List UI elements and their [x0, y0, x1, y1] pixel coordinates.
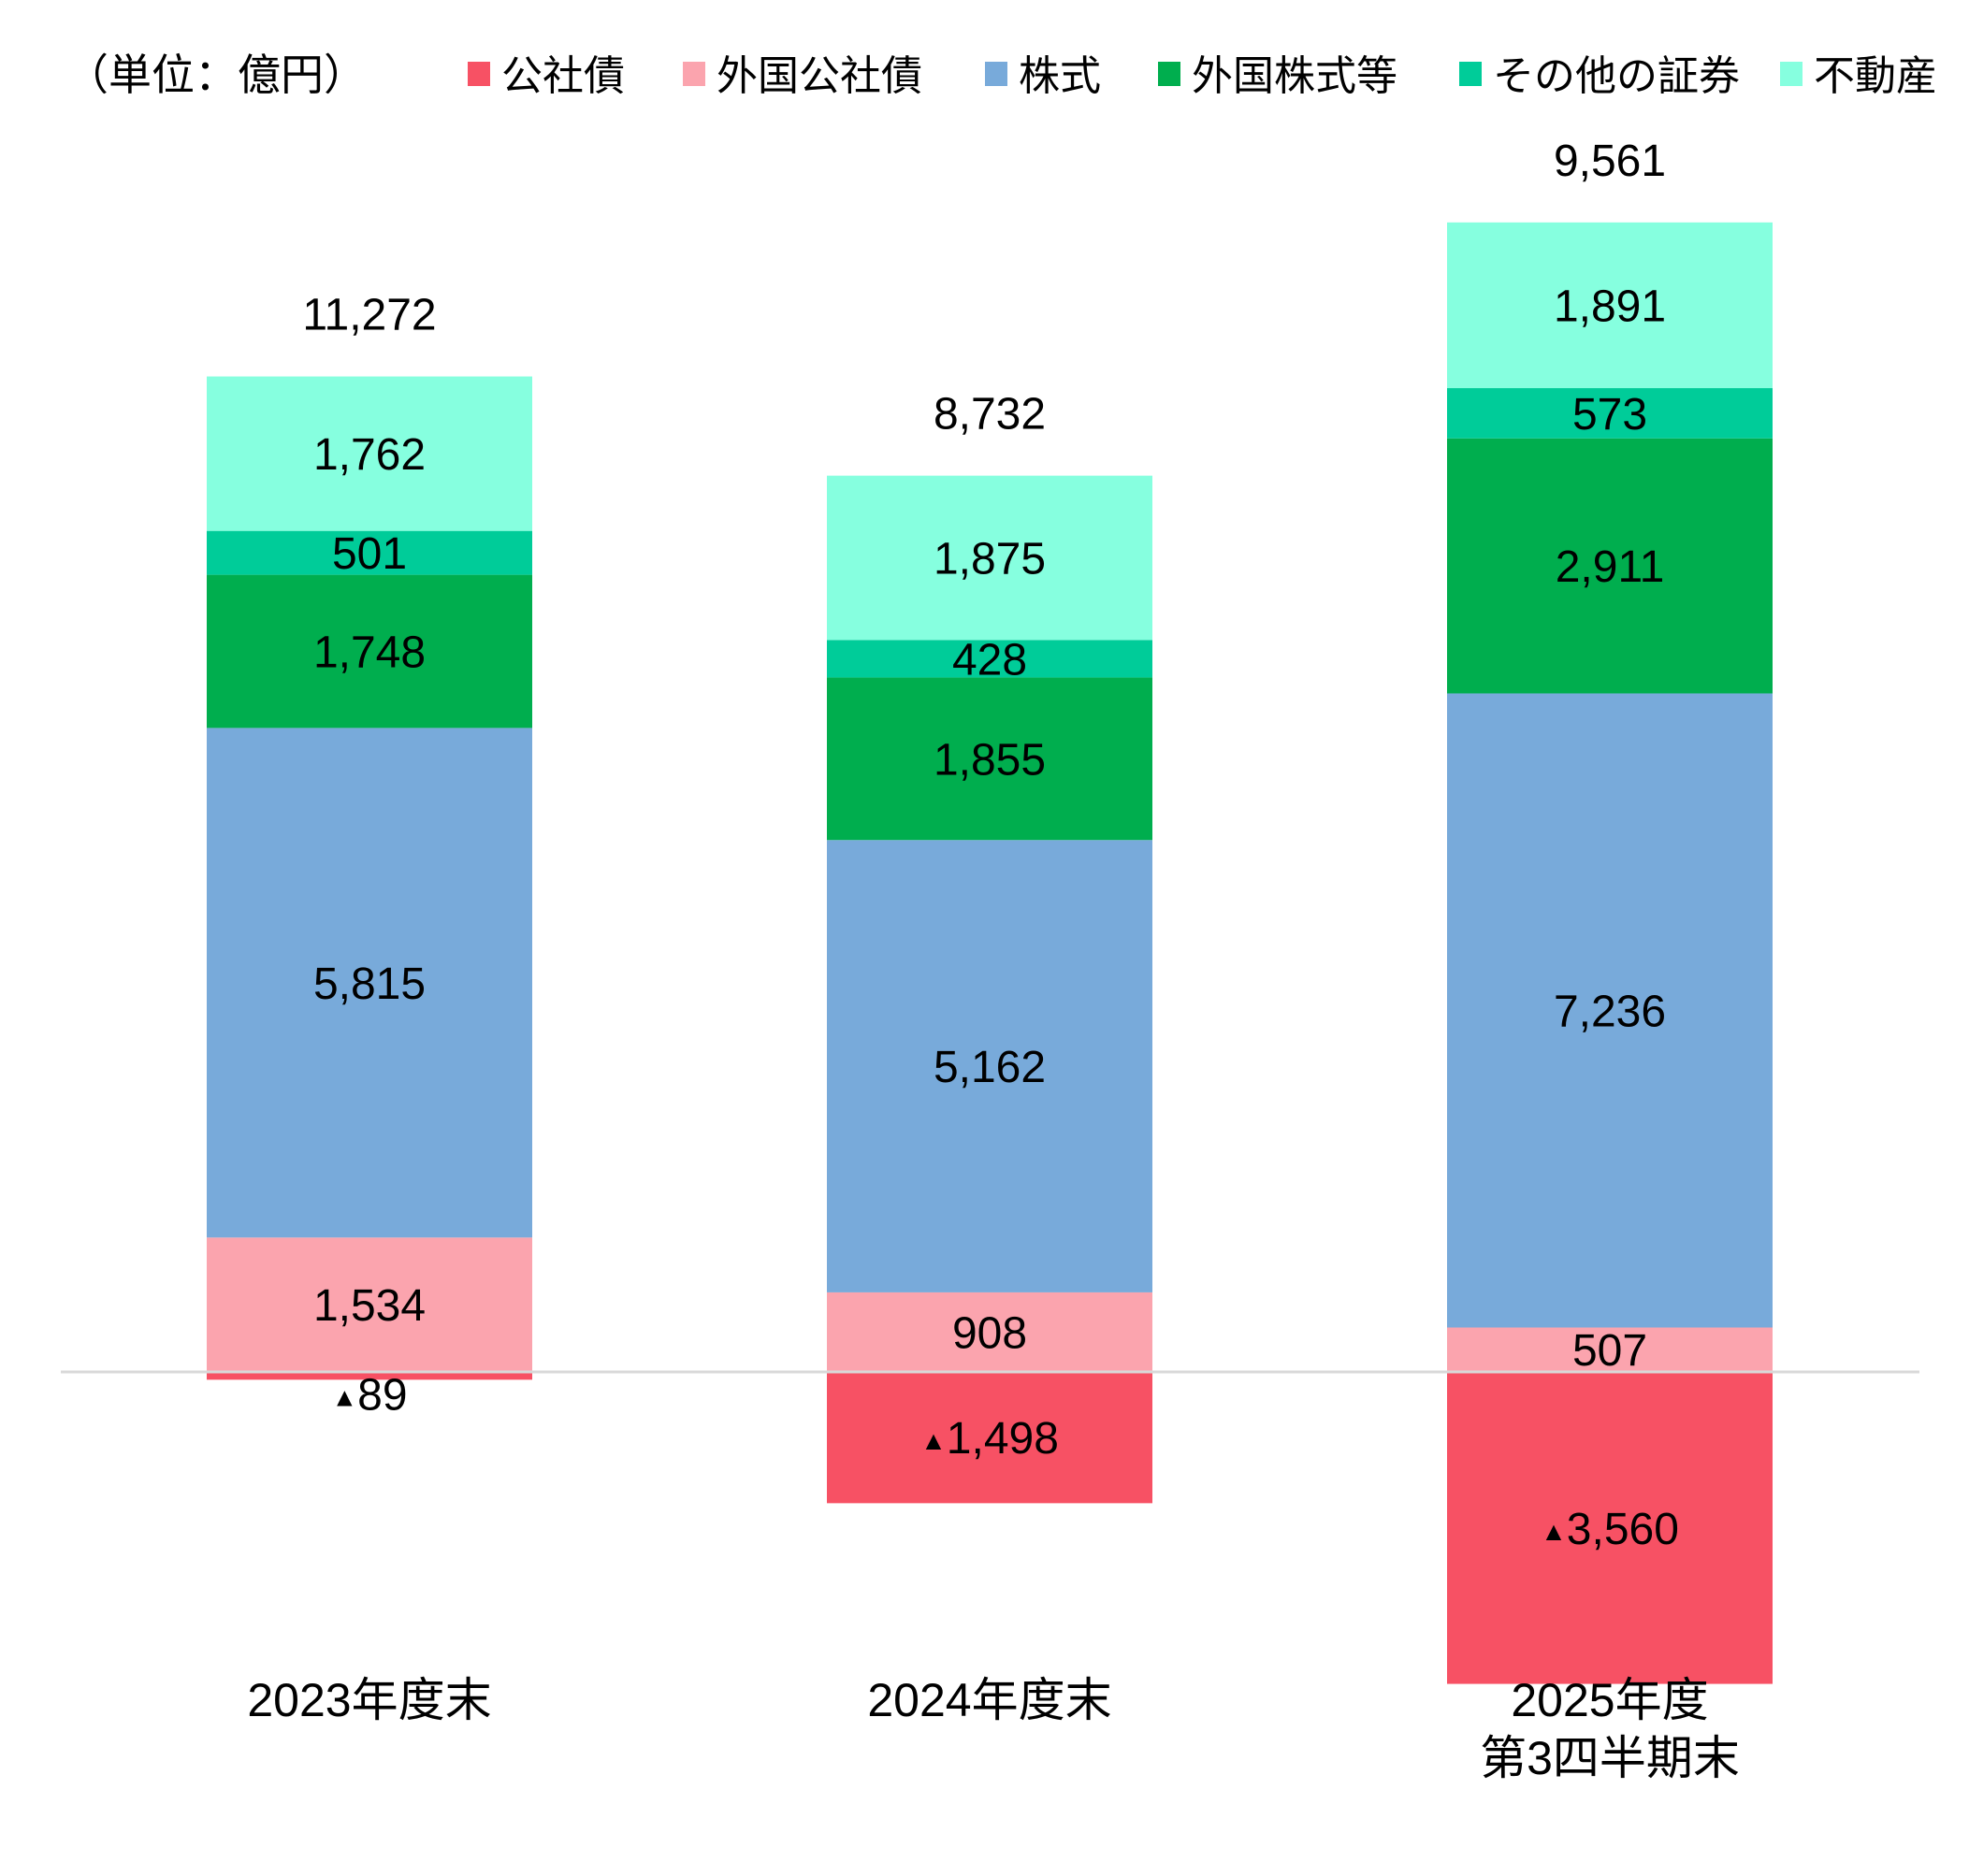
data-label: ▲89	[331, 1370, 407, 1420]
legend-item: その他の証券	[1459, 53, 1740, 99]
legend-item: 公社債	[468, 53, 625, 99]
category-label: 2025年度	[1511, 1674, 1708, 1726]
bar-segment	[207, 530, 532, 575]
bar-segment	[1447, 438, 1773, 694]
bar-segment	[1447, 222, 1773, 389]
data-label: 428	[952, 635, 1027, 685]
data-label: 507	[1572, 1326, 1647, 1376]
bar-segment	[1447, 1327, 1773, 1372]
labels: ▲89 1,534 5,815 1,748 501 1,762 11,272 2023年度末 ▲…	[247, 137, 1740, 1784]
bar-segment	[827, 640, 1152, 678]
data-label: ▲1,498	[920, 1414, 1059, 1464]
data-label: 573	[1572, 390, 1647, 440]
bar-segment	[827, 840, 1152, 1292]
legend-swatch	[468, 62, 490, 86]
bar-segment	[1447, 1372, 1773, 1684]
legend-item: 不動産	[1780, 53, 1937, 99]
data-label: 501	[332, 529, 407, 579]
legend-item: 株式	[985, 53, 1101, 99]
unit-label: （単位：億円）	[65, 51, 367, 99]
bar-segment	[827, 677, 1152, 841]
data-label: 1,855	[934, 735, 1046, 785]
category-label: 第3四半期末	[1480, 1732, 1740, 1784]
category-label: 2024年度末	[867, 1674, 1111, 1726]
total-label: 8,732	[934, 390, 1046, 440]
total-label: 9,561	[1554, 137, 1666, 186]
bar-segment	[207, 574, 532, 729]
bar-segment	[827, 1292, 1152, 1372]
legend-item: 外国公社債	[683, 53, 922, 99]
legend: 公社債 外国公社債 株式 外国株式等 その他の証券 不動産	[468, 53, 1937, 99]
data-label: 5,815	[313, 960, 426, 1009]
legend-swatch	[683, 62, 705, 86]
total-label: 11,272	[302, 291, 436, 340]
data-label: 908	[952, 1308, 1027, 1358]
category-label: 2023年度末	[247, 1674, 491, 1726]
data-label: 1,534	[313, 1281, 426, 1331]
data-label: ▲3,560	[1541, 1505, 1679, 1554]
data-label: 5,162	[934, 1043, 1046, 1092]
legend-label: 株式	[1019, 53, 1101, 99]
bar-segment	[207, 376, 532, 531]
bar-segment	[827, 1372, 1152, 1504]
data-label: 1,762	[313, 430, 426, 480]
bar-segment	[207, 1237, 532, 1372]
legend-swatch	[1780, 62, 1803, 86]
legend-label: 外国株式等	[1192, 53, 1397, 99]
data-label: 2,911	[1556, 542, 1665, 592]
data-label: 1,891	[1554, 281, 1666, 331]
data-label: 7,236	[1554, 987, 1666, 1036]
legend-item: 外国株式等	[1158, 53, 1397, 99]
legend-swatch	[1158, 62, 1180, 86]
bar-segment	[207, 1372, 532, 1380]
bar-segment	[827, 475, 1152, 641]
legend-label: 外国公社債	[717, 53, 922, 99]
data-label: 1,748	[313, 628, 426, 678]
bar-segment	[207, 728, 532, 1238]
bars	[207, 222, 1773, 1684]
bar-segment	[1447, 693, 1773, 1328]
legend-label: 公社債	[501, 53, 625, 99]
legend-label: その他の証券	[1493, 53, 1740, 99]
legend-swatch	[1459, 62, 1482, 86]
legend-label: 不動産	[1814, 53, 1937, 99]
legend-swatch	[985, 62, 1007, 86]
bar-segment	[1447, 388, 1773, 439]
data-label: 1,875	[934, 534, 1046, 584]
